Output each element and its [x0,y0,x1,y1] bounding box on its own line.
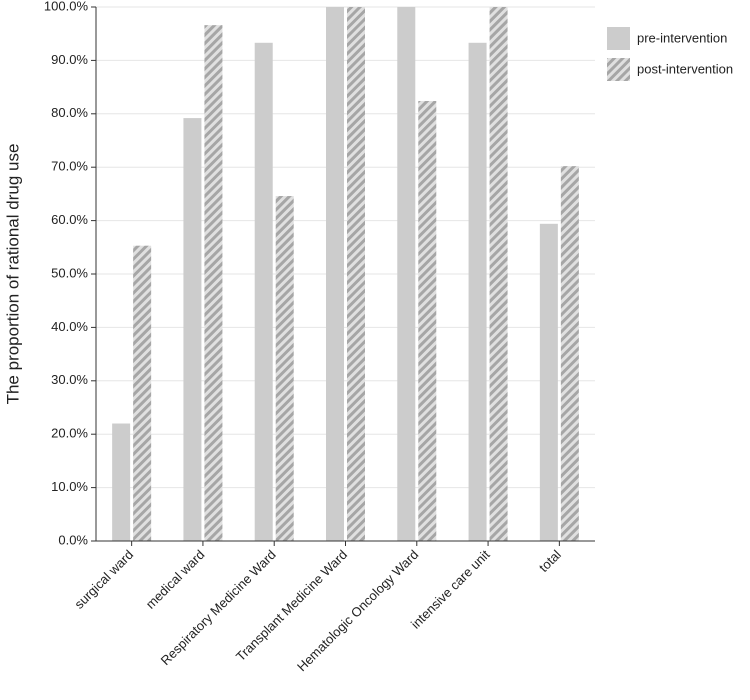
legend-label: post-intervention [637,61,733,76]
x-tick-label: intensive care unit [408,547,493,632]
bar [326,7,344,541]
y-tick-label: 60.0% [51,212,88,227]
bar [347,7,365,541]
legend-swatch [607,27,630,50]
y-tick-label: 30.0% [51,372,88,387]
bar [539,223,558,541]
y-tick-label: 70.0% [51,159,88,174]
bar [112,423,131,541]
bar [254,42,273,541]
bar [183,118,202,542]
x-tick-label: medical ward [143,547,208,612]
y-tick-label: 0.0% [58,532,88,547]
y-tick-label: 90.0% [51,52,88,67]
y-axis-title: The proportion of rational drug use [3,144,22,405]
bar [468,42,487,541]
bar [489,7,508,541]
y-tick-label: 20.0% [51,426,88,441]
y-tick-label: 10.0% [51,479,88,494]
x-tick-label: surgical ward [71,547,136,612]
bar [133,245,152,541]
bar [418,100,437,541]
legend-label: pre-intervention [637,30,727,45]
bar [397,7,416,541]
x-tick-label: Respiratory Medicine Ward [158,547,279,668]
legend-swatch [607,58,630,81]
y-tick-label: 40.0% [51,319,88,334]
bar [560,166,579,541]
x-tick-label: total [536,547,564,575]
y-tick-label: 80.0% [51,105,88,120]
bar [204,25,223,541]
bar [275,196,294,541]
y-tick-label: 50.0% [51,265,88,280]
x-tick-label: Hematologic Oncology Ward [294,547,421,674]
y-tick-label: 100.0% [44,0,89,13]
